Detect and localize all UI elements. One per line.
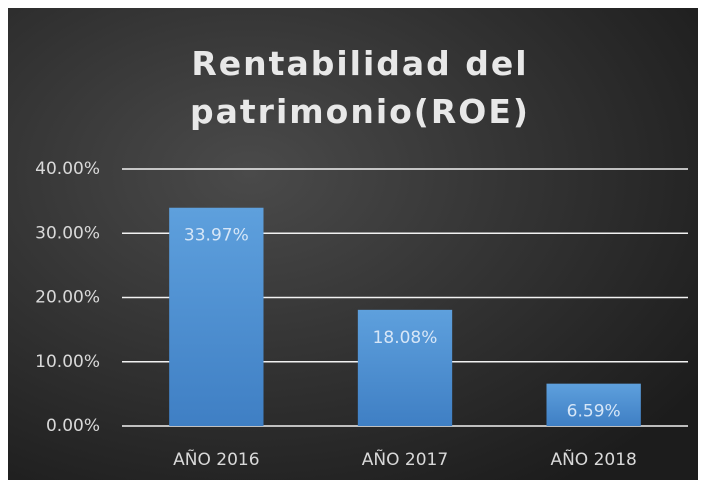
bar — [357, 309, 453, 426]
bar — [546, 383, 641, 426]
data-label: 6.59% — [567, 402, 621, 422]
y-tick-label: 10.00% — [35, 352, 100, 372]
y-tick-label: 0.00% — [46, 416, 100, 436]
data-label: 18.08% — [373, 328, 438, 348]
y-tick-label: 20.00% — [35, 288, 100, 308]
data-label: 33.97% — [184, 226, 249, 246]
y-tick-label: 30.00% — [35, 223, 100, 243]
x-tick-label: AÑO 2016 — [173, 448, 259, 470]
chart-title: Rentabilidad del patrimonio(ROE) — [190, 44, 530, 131]
x-tick-label: AÑO 2018 — [550, 448, 636, 470]
y-tick-label: 40.00% — [35, 159, 100, 179]
x-tick-label: AÑO 2017 — [362, 448, 448, 470]
bar — [169, 207, 264, 426]
